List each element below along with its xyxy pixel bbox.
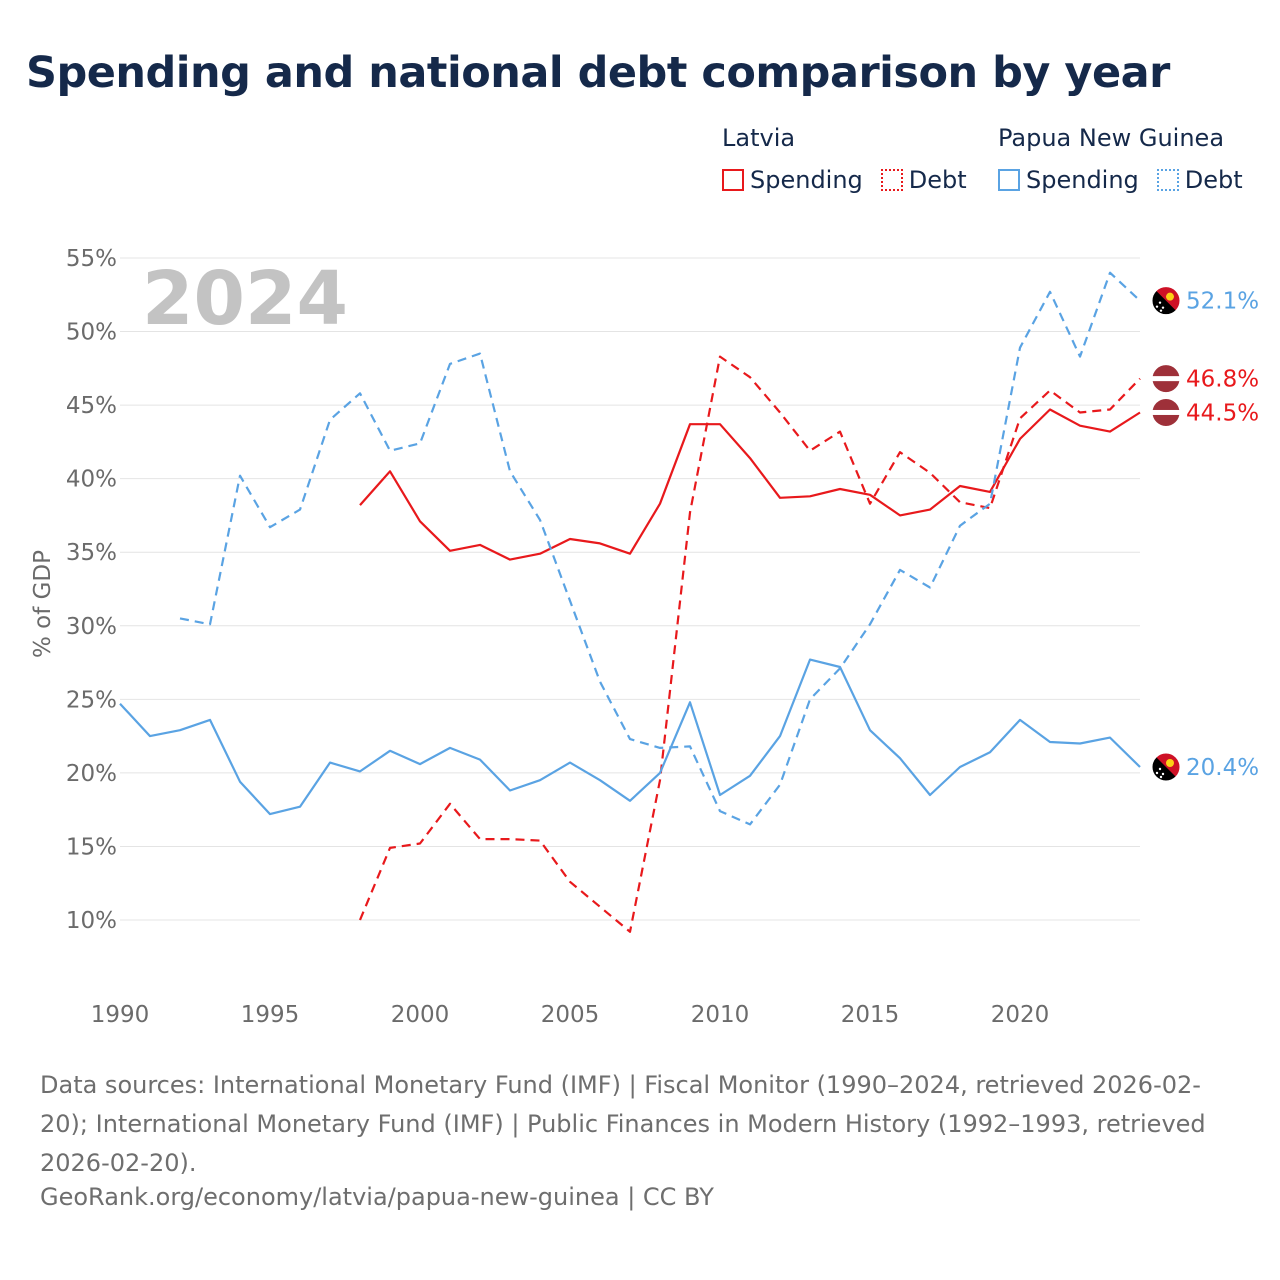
x-tick-label: 2000 xyxy=(391,1002,450,1028)
legend-label: Spending xyxy=(1026,166,1139,194)
axes: 10% 15% 20% 25% 30% 35% 40% 45% 50% 55% 1990 1995 20… xyxy=(66,246,1049,1028)
legend-label: Spending xyxy=(750,166,863,194)
series-line-papua-new-guinea-spending[interactable] xyxy=(119,658,1141,816)
legend-swatch-solid xyxy=(722,169,744,191)
legend-item-latvia-spending[interactable]: Spending xyxy=(722,166,863,194)
legend-swatch-dotted xyxy=(1156,169,1179,191)
legend-item-png-debt[interactable]: Debt xyxy=(1156,166,1243,194)
y-tick-label: 40% xyxy=(66,467,117,493)
grid-lines xyxy=(120,257,1140,921)
x-tick-label: 2015 xyxy=(841,1002,900,1028)
end-value-label: 52.1% xyxy=(1186,289,1259,315)
y-tick-label: 50% xyxy=(66,320,117,346)
y-axis-label: % of GDP xyxy=(30,550,56,658)
series-line-latvia-debt[interactable] xyxy=(358,355,1141,933)
legend-item-latvia-debt[interactable]: Debt xyxy=(880,166,967,194)
legend-item-png-spending[interactable]: Spending xyxy=(998,166,1139,194)
y-tick-label: 15% xyxy=(66,834,117,860)
legend-label: Debt xyxy=(1184,166,1243,194)
latvia-flag-icon xyxy=(1151,397,1181,427)
x-tick-label: 2010 xyxy=(691,1002,750,1028)
x-tick-label: 1990 xyxy=(91,1002,150,1028)
end-value-label: 20.4% xyxy=(1186,755,1259,781)
y-tick-label: 45% xyxy=(66,393,117,419)
end-value-label: 44.5% xyxy=(1186,400,1259,426)
series-line-papua-new-guinea-debt[interactable] xyxy=(179,271,1141,826)
latvia-flag-icon xyxy=(1151,364,1181,394)
legend-label: Debt xyxy=(908,166,967,194)
credit-link[interactable]: GeoRank.org/economy/latvia/papua-new-gui… xyxy=(40,1183,714,1211)
year-watermark: 2024 xyxy=(142,256,348,342)
end-markers: 44.5% 46.8% 20.4% 52.1% xyxy=(1151,286,1259,782)
legend-swatch-dotted xyxy=(880,169,903,191)
x-tick-label: 2005 xyxy=(541,1002,600,1028)
y-tick-label: 35% xyxy=(66,540,117,566)
x-tick-label: 1995 xyxy=(241,1002,300,1028)
x-tick-label: 2020 xyxy=(991,1002,1050,1028)
data-sources: Data sources: International Monetary Fun… xyxy=(40,1071,1206,1177)
chart-title: Spending and national debt comparison by… xyxy=(26,48,1170,98)
y-tick-label: 55% xyxy=(66,246,117,272)
y-tick-label: 10% xyxy=(66,908,117,934)
legend-group-papua-new-guinea: Papua New Guinea Spending Debt xyxy=(998,124,1261,194)
papua-new-guinea-flag-icon xyxy=(1151,286,1181,316)
y-tick-label: 20% xyxy=(66,761,117,787)
series-lines xyxy=(119,271,1141,933)
legend-country-papua-new-guinea: Papua New Guinea xyxy=(998,124,1225,152)
legend-country-latvia: Latvia xyxy=(722,124,796,152)
series-line-latvia-spending[interactable] xyxy=(359,408,1141,561)
y-tick-label: 25% xyxy=(66,687,117,713)
line-chart: 2024 10%15%20%25%30%35%40%45%50%55%1990 1… xyxy=(30,246,1259,1028)
papua-new-guinea-flag-icon xyxy=(1151,752,1181,782)
legend-group-latvia: Latvia Spending Debt xyxy=(722,124,985,194)
y-tick-label: 30% xyxy=(66,614,117,640)
end-value-label: 46.8% xyxy=(1186,367,1259,393)
legend-swatch-solid xyxy=(998,169,1020,191)
